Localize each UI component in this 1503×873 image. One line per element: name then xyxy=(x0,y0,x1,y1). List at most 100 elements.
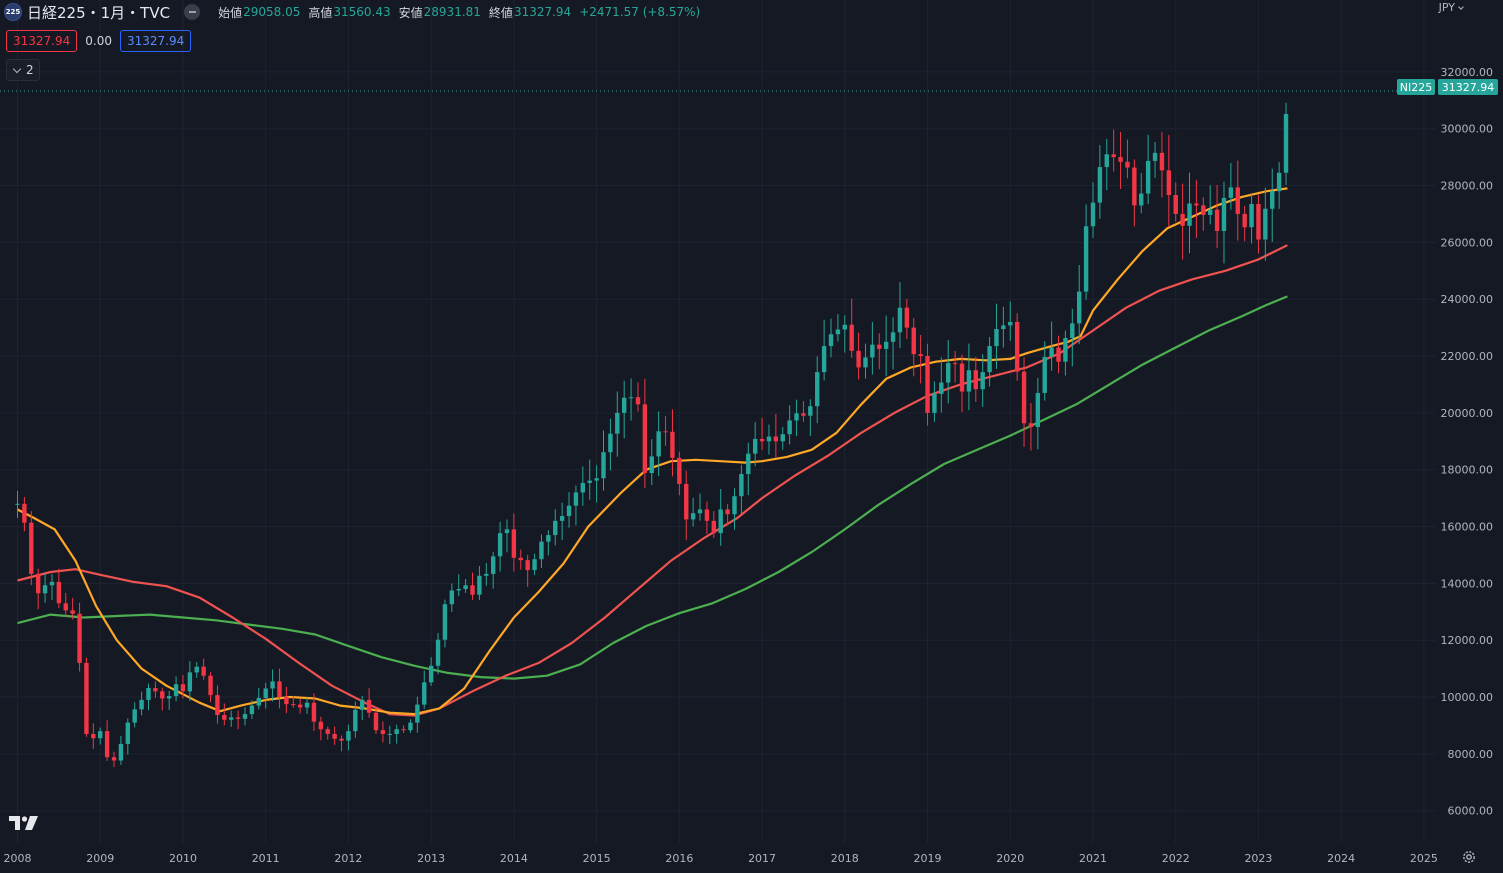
candle-up xyxy=(946,363,951,383)
candle-down xyxy=(877,344,882,349)
candle-down xyxy=(856,350,861,368)
change-value: +2471.57 (+8.57%) xyxy=(579,5,701,19)
candle-up xyxy=(601,452,606,479)
price-tick-label: 32000.00 xyxy=(1441,66,1494,79)
candle-down xyxy=(297,704,303,708)
candle-down xyxy=(366,699,372,713)
candle-up xyxy=(173,684,179,697)
candle-down xyxy=(84,662,89,734)
tradingview-logo-icon[interactable] xyxy=(9,815,41,831)
candle-up xyxy=(815,372,820,407)
time-tick-label: 2013 xyxy=(417,852,445,865)
candle-up xyxy=(360,699,365,710)
candle-down xyxy=(1235,187,1240,214)
candle-down xyxy=(63,603,68,611)
gear-icon[interactable] xyxy=(1461,849,1477,865)
candle-down xyxy=(1180,213,1185,226)
candle-up xyxy=(553,520,558,536)
candle-up xyxy=(263,688,268,698)
candle-up xyxy=(994,329,999,347)
candle-down xyxy=(711,520,717,534)
candle-up xyxy=(422,682,427,705)
moving-averages xyxy=(16,187,1288,717)
candle-up xyxy=(98,731,103,739)
candle-down xyxy=(1159,152,1165,171)
candle-up xyxy=(387,733,392,735)
candle-up xyxy=(621,397,627,413)
candle-down xyxy=(318,721,324,730)
symbol-title[interactable]: 日経225・1月・TVC xyxy=(27,3,171,22)
candle-up xyxy=(15,503,20,505)
ma-mid-line xyxy=(17,244,1288,717)
candle-up xyxy=(615,412,620,434)
candle-down xyxy=(959,363,965,392)
candle-down xyxy=(291,704,296,706)
candle-up xyxy=(304,702,310,708)
candle-up xyxy=(980,372,985,390)
time-axis[interactable]: 2008 2009 2010 2011 2012 2013 2014 2015 2016 2017… xyxy=(4,852,1438,865)
symbol-legend: 225 日経225・1月・TVC 始値 29058.05 高値 31560.43… xyxy=(4,2,700,22)
chevron-down-icon xyxy=(1458,3,1464,10)
candle-down xyxy=(1201,205,1206,215)
candlestick-series xyxy=(15,102,1289,767)
candle-up xyxy=(580,482,586,493)
candle-up xyxy=(42,585,48,594)
low-value: 28931.81 xyxy=(423,5,481,19)
candle-up xyxy=(835,329,841,335)
low-label: 安値 xyxy=(398,5,423,20)
symbol-logo-icon[interactable]: 225 xyxy=(4,3,22,21)
candle-up xyxy=(890,332,896,342)
time-tick-label: 2024 xyxy=(1327,852,1355,865)
candle-up xyxy=(987,346,992,373)
candle-down xyxy=(952,363,958,365)
sell-price-button[interactable]: 31327.94 xyxy=(6,30,78,52)
price-axis[interactable]: 32000.00 30000.00 28000.00 26000.00 24000.00… xyxy=(1441,66,1494,818)
candle-down xyxy=(284,697,289,705)
candle-up xyxy=(1221,197,1227,231)
candle-down xyxy=(911,327,916,355)
currency-selector[interactable]: JPY xyxy=(1439,1,1464,14)
candle-up xyxy=(415,704,420,723)
time-tick-label: 2025 xyxy=(1410,852,1438,865)
candle-up xyxy=(594,478,599,481)
candle-up xyxy=(808,406,813,416)
time-tick-label: 2018 xyxy=(831,852,859,865)
price-tick-label: 26000.00 xyxy=(1441,236,1494,249)
indicators-toggle-button[interactable]: 2 xyxy=(6,59,40,81)
price-tick-label: 22000.00 xyxy=(1441,350,1494,363)
candle-down xyxy=(470,585,475,595)
candle-up xyxy=(1063,338,1068,362)
open-value: 29058.05 xyxy=(243,5,301,19)
close-value: 31327.94 xyxy=(513,5,572,19)
minus-circle-icon[interactable] xyxy=(184,4,201,20)
candle-down xyxy=(215,695,220,716)
candle-up xyxy=(346,731,351,741)
candle-up xyxy=(780,434,785,442)
candle-down xyxy=(208,675,213,696)
candle-up xyxy=(821,346,827,373)
candle-up xyxy=(1035,392,1041,428)
candle-up xyxy=(532,559,537,571)
candle-down xyxy=(332,733,337,739)
candle-up xyxy=(828,334,834,347)
time-tick-label: 2008 xyxy=(4,852,32,865)
candle-down xyxy=(222,715,227,720)
candle-up xyxy=(932,393,937,413)
chevron-down-icon xyxy=(12,64,22,73)
price-tick-label: 24000.00 xyxy=(1441,293,1494,306)
candle-down xyxy=(677,457,682,484)
candle-down xyxy=(160,691,165,699)
candle-up xyxy=(842,324,847,330)
candle-up xyxy=(1083,226,1089,292)
candle-up xyxy=(1228,187,1234,198)
candle-down xyxy=(91,733,96,739)
price-tick-label: 28000.00 xyxy=(1441,180,1494,193)
time-tick-label: 2015 xyxy=(583,852,611,865)
buy-price-button[interactable]: 31327.94 xyxy=(119,30,192,52)
chart-grid xyxy=(0,0,1436,843)
candle-up xyxy=(608,433,613,453)
candle-up xyxy=(353,709,358,732)
candle-up xyxy=(1104,154,1109,168)
candle-down xyxy=(918,354,923,357)
